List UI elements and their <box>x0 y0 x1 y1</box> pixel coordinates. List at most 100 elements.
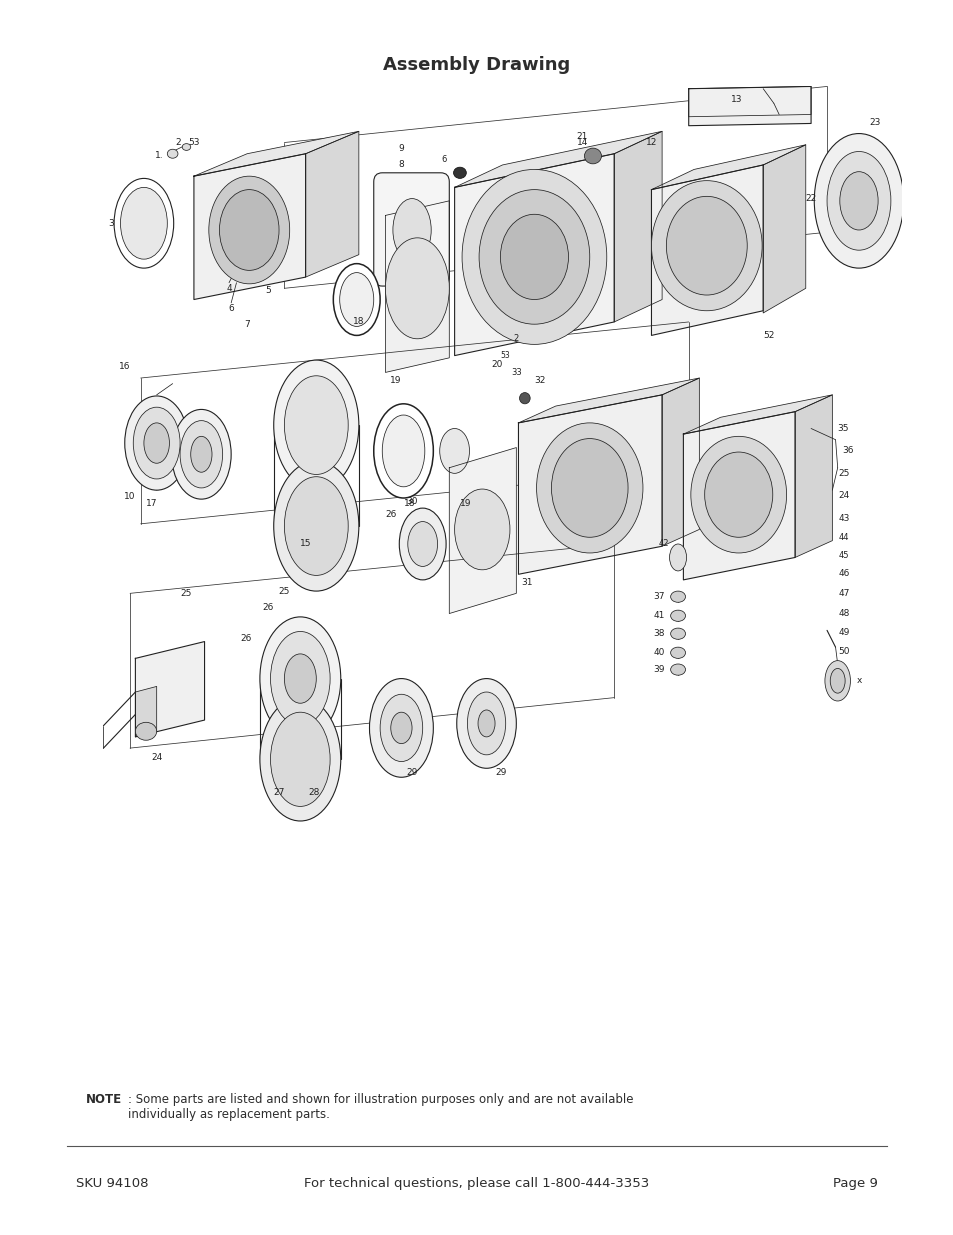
Ellipse shape <box>407 521 437 567</box>
Polygon shape <box>305 131 358 277</box>
Text: Assembly Drawing: Assembly Drawing <box>383 56 570 74</box>
Text: 25: 25 <box>838 469 849 478</box>
Ellipse shape <box>826 152 890 251</box>
Text: 53: 53 <box>188 138 199 147</box>
Text: 42: 42 <box>659 540 669 548</box>
Text: 15: 15 <box>299 540 311 548</box>
Ellipse shape <box>551 438 627 537</box>
Ellipse shape <box>271 713 330 806</box>
Text: 1.: 1. <box>154 152 163 161</box>
Ellipse shape <box>704 452 772 537</box>
Text: 2: 2 <box>513 335 518 343</box>
Text: 29: 29 <box>406 768 417 777</box>
Text: 36: 36 <box>841 446 853 456</box>
Text: 24: 24 <box>838 492 849 500</box>
Text: : Some parts are listed and shown for illustration purposes only and are not ava: : Some parts are listed and shown for il… <box>128 1093 633 1121</box>
Ellipse shape <box>209 177 290 284</box>
Text: 6: 6 <box>441 154 446 164</box>
Ellipse shape <box>182 143 191 151</box>
Polygon shape <box>135 687 156 737</box>
Text: 40: 40 <box>653 648 664 657</box>
FancyBboxPatch shape <box>374 173 449 287</box>
Ellipse shape <box>665 196 746 295</box>
Ellipse shape <box>453 167 466 178</box>
Text: 10: 10 <box>124 493 135 501</box>
Text: 26: 26 <box>240 634 252 642</box>
Polygon shape <box>517 395 661 574</box>
Polygon shape <box>517 378 699 422</box>
Ellipse shape <box>284 375 348 474</box>
Ellipse shape <box>284 653 316 703</box>
Ellipse shape <box>135 722 156 740</box>
Polygon shape <box>193 153 305 300</box>
Ellipse shape <box>385 238 449 338</box>
Polygon shape <box>651 165 762 336</box>
Polygon shape <box>455 131 661 188</box>
Ellipse shape <box>461 169 606 345</box>
Text: 26: 26 <box>385 510 396 520</box>
Polygon shape <box>449 447 516 614</box>
Polygon shape <box>682 411 794 580</box>
Text: 3: 3 <box>108 219 113 227</box>
Text: 2: 2 <box>175 138 180 147</box>
Text: 13: 13 <box>730 95 741 105</box>
Text: 50: 50 <box>838 647 849 656</box>
Ellipse shape <box>125 396 189 490</box>
Polygon shape <box>193 131 358 177</box>
Ellipse shape <box>651 180 761 311</box>
Polygon shape <box>455 153 614 356</box>
Polygon shape <box>385 201 449 373</box>
Ellipse shape <box>670 629 685 640</box>
Ellipse shape <box>477 710 495 737</box>
Ellipse shape <box>382 415 424 487</box>
Text: 38: 38 <box>653 629 664 638</box>
Ellipse shape <box>456 678 516 768</box>
Polygon shape <box>762 144 805 312</box>
Text: 35: 35 <box>837 424 848 433</box>
Text: 41: 41 <box>653 611 664 620</box>
Ellipse shape <box>114 178 173 268</box>
Ellipse shape <box>369 678 433 777</box>
Ellipse shape <box>669 543 686 571</box>
Text: SKU 94108: SKU 94108 <box>76 1177 149 1189</box>
Polygon shape <box>688 86 810 117</box>
Ellipse shape <box>374 404 433 498</box>
Ellipse shape <box>519 393 530 404</box>
Text: 52: 52 <box>762 331 774 340</box>
Ellipse shape <box>219 190 278 270</box>
Text: 45: 45 <box>838 551 848 559</box>
Ellipse shape <box>670 592 685 603</box>
Text: 12: 12 <box>645 138 657 147</box>
Ellipse shape <box>144 422 170 463</box>
Polygon shape <box>682 395 831 433</box>
Ellipse shape <box>274 361 358 490</box>
Ellipse shape <box>536 422 642 553</box>
Text: 25: 25 <box>180 589 192 598</box>
Ellipse shape <box>584 148 600 164</box>
Text: 17: 17 <box>146 499 157 508</box>
Text: 26: 26 <box>262 604 274 613</box>
Text: 37: 37 <box>653 593 664 601</box>
Ellipse shape <box>814 133 902 268</box>
Ellipse shape <box>379 694 422 762</box>
Polygon shape <box>794 395 831 557</box>
Text: 29: 29 <box>496 768 507 777</box>
Polygon shape <box>614 131 661 322</box>
Ellipse shape <box>259 698 340 821</box>
Ellipse shape <box>824 661 849 701</box>
Ellipse shape <box>167 149 178 158</box>
Text: 22: 22 <box>804 194 816 203</box>
Text: 53: 53 <box>500 351 510 361</box>
Text: 20: 20 <box>491 361 502 369</box>
Ellipse shape <box>670 610 685 621</box>
Ellipse shape <box>259 618 340 740</box>
Text: 48: 48 <box>838 609 849 618</box>
Ellipse shape <box>467 692 505 755</box>
Ellipse shape <box>439 429 469 473</box>
Ellipse shape <box>690 436 786 553</box>
Text: 19: 19 <box>390 375 401 385</box>
Text: 18: 18 <box>404 499 416 508</box>
Text: 23: 23 <box>868 117 880 127</box>
Text: 49: 49 <box>838 629 849 637</box>
Text: 24: 24 <box>151 752 162 762</box>
